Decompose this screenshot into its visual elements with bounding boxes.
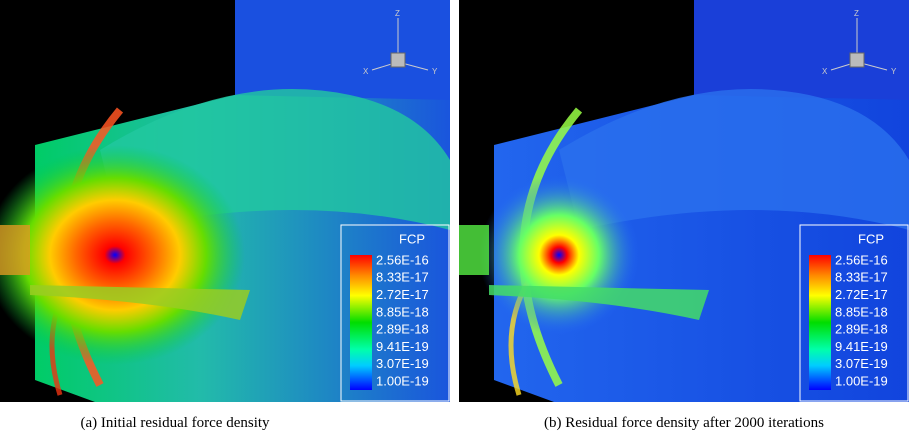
legend-box	[340, 224, 450, 402]
ridge	[559, 89, 909, 230]
left-edge	[459, 225, 489, 275]
axis-label: X	[822, 67, 828, 76]
caption: (a) Initial residual force density	[80, 415, 270, 431]
legend-title: FCP	[399, 231, 425, 246]
legend-label: 2.72E-17	[835, 287, 888, 302]
legend-title: FCP	[858, 231, 884, 246]
colorbar	[350, 255, 372, 390]
legend-label: 8.33E-17	[376, 270, 429, 285]
axis-label: Y	[432, 67, 438, 76]
legend: FCP 2.56E-16 8.33E-17 2.72E-17 8.85E-18 2.89E…	[340, 224, 450, 402]
axis-cube	[390, 52, 406, 68]
axis-label: Y	[891, 67, 897, 76]
wing-edge	[489, 285, 709, 320]
legend-label: 2.56E-16	[835, 252, 888, 267]
left-edge	[0, 225, 30, 275]
legend-label: 3.07E-19	[376, 356, 429, 371]
legend-label: 2.72E-17	[376, 287, 429, 302]
legend-label: 2.56E-16	[376, 252, 429, 267]
axis-label: Z	[395, 9, 400, 18]
legend-label: 2.89E-18	[376, 322, 429, 337]
legend-label: 1.00E-19	[835, 374, 888, 389]
legend-label: 9.41E-19	[835, 339, 888, 354]
axes-icon: Z X Y	[822, 9, 897, 76]
legend-label: 8.85E-18	[376, 304, 429, 319]
legend: FCP 2.56E-16 8.33E-17 2.72E-17 8.85E-18 2.89E…	[799, 224, 909, 402]
legend-label: 3.07E-19	[835, 356, 888, 371]
legend-label: 1.00E-19	[376, 374, 429, 389]
axis-label: X	[363, 67, 369, 76]
panel: Z X Y FCP 2.56E-16 8.33E-17 2.72E-17 8.85E-18 2.…	[459, 0, 909, 402]
hot-spot	[0, 145, 245, 365]
hot-spot	[479, 175, 639, 335]
caption: (b) Residual force density after 2000 it…	[544, 415, 824, 431]
legend-box	[799, 224, 909, 402]
legend-label: 9.41E-19	[376, 339, 429, 354]
axes-icon: Z X Y	[363, 9, 438, 76]
legend-label: 8.85E-18	[835, 304, 888, 319]
wing-edge	[30, 285, 250, 320]
legend-label: 8.33E-17	[835, 270, 888, 285]
colorbar	[809, 255, 831, 390]
panel: Z X Y FCP 2.56E-16 8.33E-17 2.72E-17 8.85E-18 2.…	[0, 0, 450, 402]
axis-cube	[849, 52, 865, 68]
legend-label: 2.89E-18	[835, 322, 888, 337]
axis-label: Z	[854, 9, 859, 18]
